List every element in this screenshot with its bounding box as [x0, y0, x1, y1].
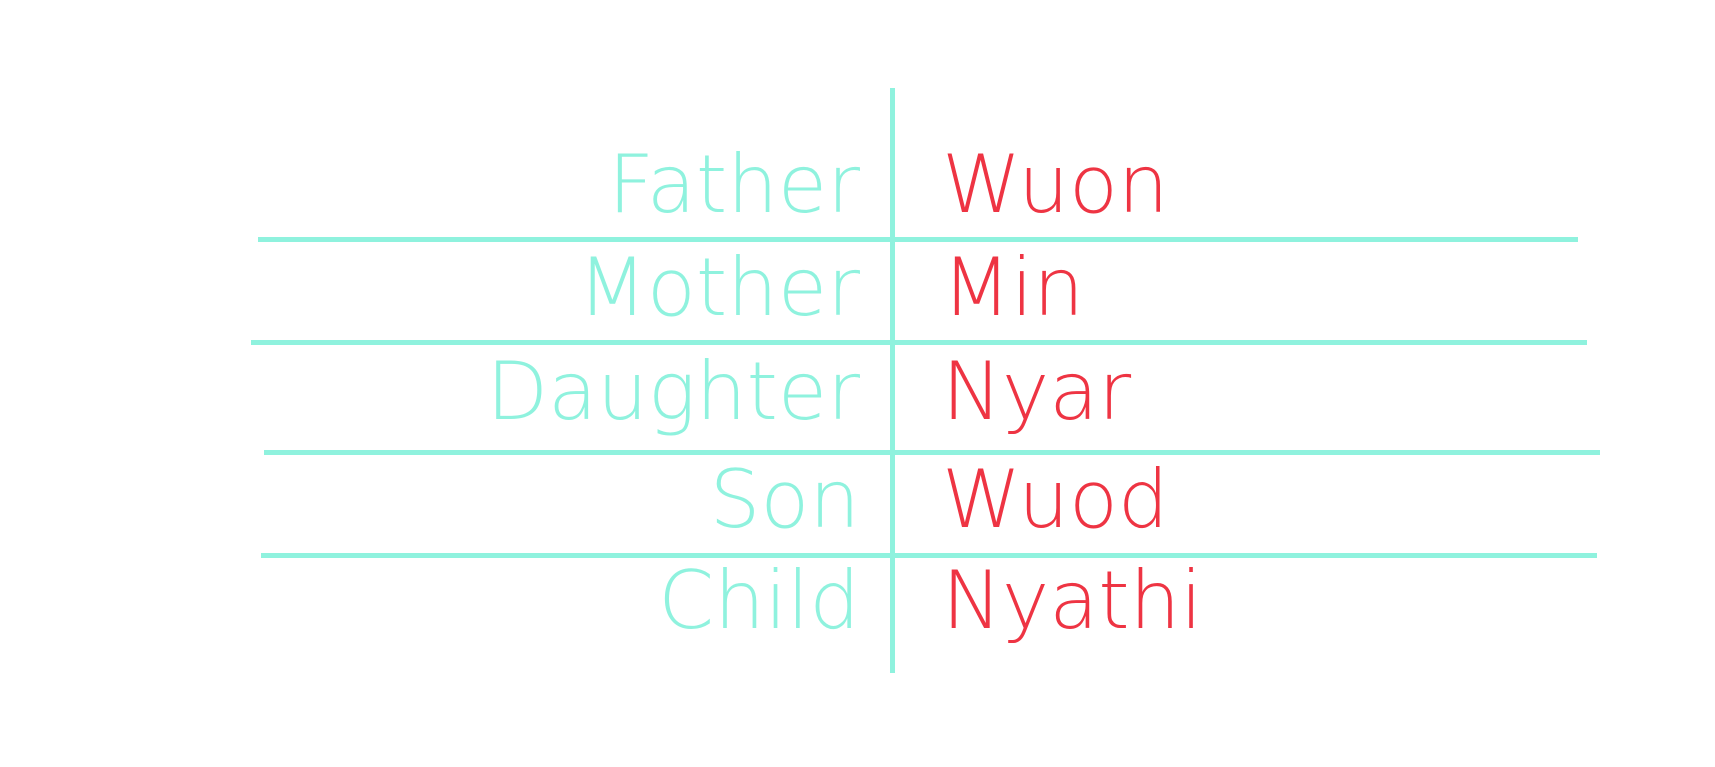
table-row-son: Son Wuod [0, 452, 1715, 548]
row-divider-1 [258, 237, 1578, 242]
luo-word: Nyar [942, 345, 1132, 438]
english-word: Child [658, 554, 860, 647]
row-divider-3 [264, 450, 1600, 455]
luo-word: Wuon [942, 138, 1169, 231]
table-row-child: Child Nyathi [0, 553, 1715, 649]
luo-word: Wuod [942, 453, 1169, 546]
table-row-mother: Mother Min [0, 240, 1715, 336]
luo-word: Min [942, 241, 1084, 334]
english-word: Mother [577, 241, 860, 334]
column-divider [890, 88, 895, 673]
english-word: Son [709, 453, 860, 546]
table-row-daughter: Daughter Nyar [0, 344, 1715, 440]
table-row-father: Father Wuon [0, 137, 1715, 233]
row-divider-2 [251, 340, 1587, 345]
english-word: Father [608, 138, 860, 231]
luo-word: Nyathi [942, 554, 1203, 647]
row-divider-4 [261, 553, 1597, 558]
english-word: Daughter [486, 345, 860, 438]
